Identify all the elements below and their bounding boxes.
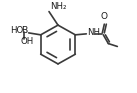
Text: NH: NH [87,28,100,37]
Text: B: B [21,26,27,35]
Text: OH: OH [21,37,34,46]
Text: HO: HO [10,26,23,35]
Text: NH₂: NH₂ [50,2,66,11]
Text: O: O [101,12,108,21]
